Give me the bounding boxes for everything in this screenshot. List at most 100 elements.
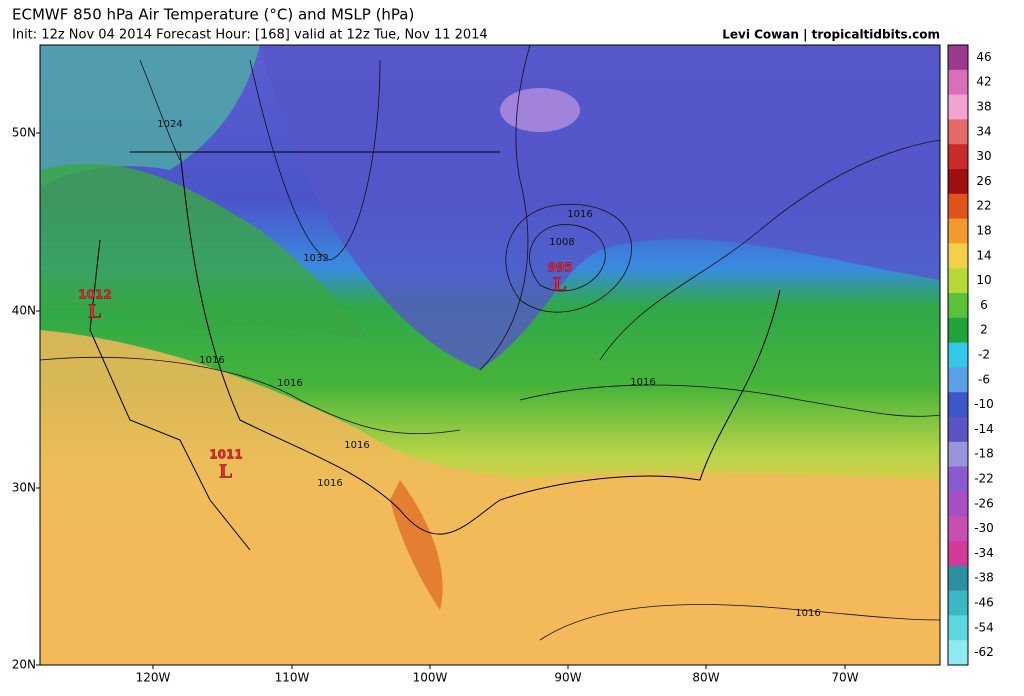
isobar-label: 1016 [199,355,224,366]
low-symbol: L [219,461,232,483]
isobar [529,224,606,292]
cold-north-region [260,45,940,370]
colorbar-label: -54 [974,620,994,634]
colorbar-label: 18 [976,224,991,238]
latitude-label: 20N [12,658,36,672]
colorbar-segment [948,293,968,319]
isobar-label: 1016 [630,377,655,388]
colorbar-segment [948,367,968,393]
isobar-label: 1024 [157,119,182,130]
colorbar-segment [948,441,968,468]
isobar-label: 1016 [344,440,369,451]
isobar-label: 1016 [277,378,302,389]
colorbar-label: 14 [976,248,991,262]
colorbar-label: 2 [980,323,988,337]
colorbar-label: -22 [974,472,994,486]
longitude-label: 120W [136,671,171,685]
isobar-label: 1016 [567,209,592,220]
isobar [505,203,632,313]
subtitle: Init: 12z Nov 04 2014 Forecast Hour: [16… [12,28,488,43]
low-pressure-value: 1012 [78,288,111,302]
isobar-label: 1032 [303,253,328,264]
colorbar-segment [948,268,968,294]
colorbar-label: 30 [976,149,991,163]
colorbar-label: -14 [974,422,994,436]
colorbar-segment [948,466,968,492]
colorbar-segment [948,144,968,170]
colorbar-segment [948,94,968,120]
isobar [539,604,941,641]
credit: Levi Cowan | tropicaltidbits.com [722,28,940,42]
map-frame [39,44,941,666]
colorbar-label: -2 [978,348,990,362]
warm-west-region [40,45,260,190]
latitude-label: 30N [12,481,36,495]
low-symbol: L [553,274,566,296]
colorbar-frame [947,44,969,666]
colorbar-label: -62 [974,645,994,659]
longitude-label: 80W [692,671,719,685]
isobar [39,356,461,435]
isobar [519,384,941,417]
map [39,44,941,666]
colorbar-segment [948,516,968,542]
warm-south-region [40,330,940,665]
longitude-label: 70W [831,671,858,685]
colorbar-label: -6 [978,372,990,386]
low-symbol: L [88,301,101,323]
colorbar-label: -18 [974,447,994,461]
colorbar-segment [948,491,968,517]
colorbar-segment [948,417,968,443]
longitude-label: 110W [275,671,310,685]
isobar-label: 1016 [317,478,342,489]
country-border [130,151,781,535]
colorbar-segment [948,541,968,567]
colorbar-label: -26 [974,496,994,510]
low-pressure-value: 995 [547,261,572,275]
colorbar-segment [948,317,968,344]
borders [89,151,781,551]
isobar-label: 1016 [795,608,820,619]
colorbar-label: -46 [974,596,994,610]
colorbar-segment [948,342,968,368]
latitude-label: 40N [12,304,36,318]
colorbar-segment [948,69,968,96]
isobar [479,44,531,371]
colorbar-label: 34 [976,124,991,138]
isobar [249,59,381,261]
colorbar-label: -34 [974,546,994,560]
colorbar-segment [948,169,968,195]
isobar [599,139,941,361]
colorbar-label: -30 [974,521,994,535]
colorbar-segment [948,640,968,666]
colorbar-label: -38 [974,571,994,585]
colorbar-label: 6 [980,298,988,312]
colorbar-segment [948,392,968,418]
coastline [89,239,251,551]
colorbar-segment [948,218,968,244]
longitude-label: 90W [554,671,581,685]
colorbar-label: 46 [976,50,991,64]
isobar [139,59,181,161]
colorbar-label: 38 [976,100,991,114]
colorbar-label: 22 [976,199,991,213]
title: ECMWF 850 hPa Air Temperature (°C) and M… [12,6,414,24]
colorbar-segment [948,119,968,145]
isobar-label: 1008 [549,237,574,248]
hot-mexico-region [390,480,443,610]
low-pressure-value: 1011 [209,448,242,462]
green-west-region [40,163,370,340]
latitude-label: 50N [12,126,36,140]
colorbar-segment [948,590,968,616]
longitude-label: 100W [413,671,448,685]
colorbar-segment [948,565,968,592]
colorbar-segment [948,45,968,71]
colorbar-label: 26 [976,174,991,188]
colorbar-label: 10 [976,273,991,287]
cold-core [500,88,580,132]
colorbar-segment [948,193,968,220]
colorbar-segment [948,243,968,269]
isobars [39,44,941,641]
